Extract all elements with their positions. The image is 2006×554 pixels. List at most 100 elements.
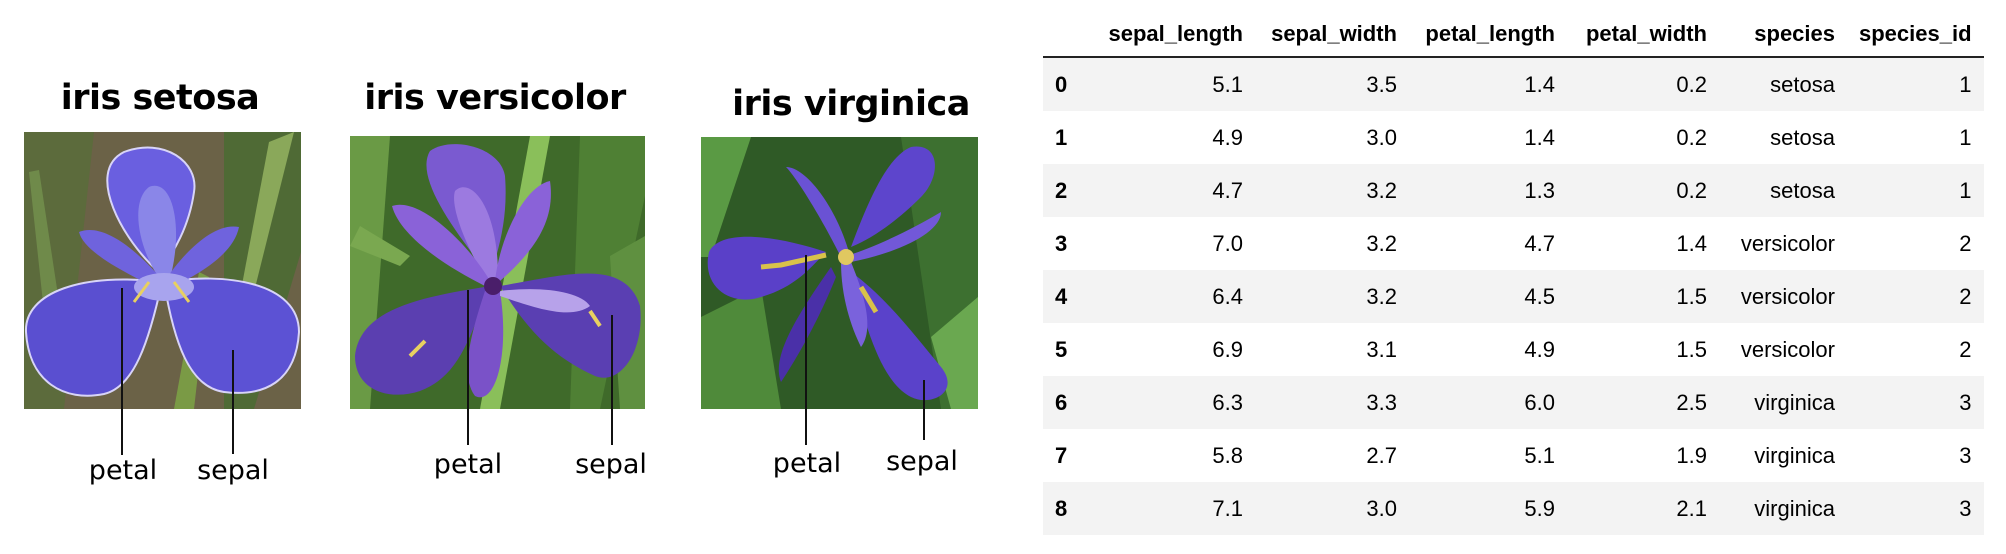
cell-sepal-width: 3.0 [1366,124,1397,150]
cell-species: setosa [1770,124,1835,150]
flower-title-setosa: iris setosa [60,78,260,118]
cell-petal-width: 1.9 [1676,442,1707,468]
row-index: 5 [1055,336,1068,362]
cell-petal-length: 4.7 [1524,230,1555,256]
sepal-callout-line [923,380,925,440]
row-index: 8 [1055,495,1068,521]
cell-petal-length: 5.9 [1524,495,1555,521]
cell-species: virginica [1754,389,1835,415]
cell-sepal-length: 6.4 [1212,283,1243,309]
column-header[interactable]: species_id [1847,12,1984,58]
table-row: 0 5.1 3.5 1.4 0.2 setosa 1 [1043,57,1984,111]
column-header[interactable]: petal_width [1567,12,1719,58]
cell-species: virginica [1754,495,1835,521]
table-body: 0 5.1 3.5 1.4 0.2 setosa 1 1 4.9 3.0 1.4 0.2 setosa 1… [1043,57,1984,535]
cell-sepal-length: 6.3 [1212,389,1243,415]
iris-virginica-photo [701,137,978,409]
cell-sepal-width: 3.3 [1366,389,1397,415]
cell-petal-length: 4.5 [1524,283,1555,309]
cell-petal-width: 2.1 [1676,495,1707,521]
petal-label: petal [772,448,842,479]
cell-species-id: 3 [1959,389,1972,415]
cell-species-id: 1 [1959,177,1972,203]
table-row: 7 5.8 2.7 5.1 1.9 virginica 3 [1043,429,1984,482]
column-header[interactable]: sepal_width [1255,12,1409,58]
row-index: 6 [1055,389,1068,415]
column-header[interactable]: petal_length [1409,12,1567,58]
petal-callout-line [121,288,123,455]
petal-label: petal [433,449,503,480]
cell-species-id: 2 [1959,336,1972,362]
row-index: 7 [1055,442,1068,468]
cell-species: virginica [1754,442,1835,468]
cell-sepal-length: 4.7 [1212,177,1243,203]
cell-species-id: 3 [1959,442,1972,468]
cell-petal-length: 6.0 [1524,389,1555,415]
table-row: 8 7.1 3.0 5.9 2.1 virginica 3 [1043,482,1984,535]
cell-petal-width: 1.5 [1676,336,1707,362]
row-index: 0 [1055,71,1068,97]
flower-title-virginica: iris virginica [732,84,970,124]
iris-data-table: sepal_length sepal_width petal_length pe… [1043,12,1984,535]
index-column-header [1043,12,1093,58]
cell-species-id: 1 [1959,71,1972,97]
column-header[interactable]: sepal_length [1093,12,1255,58]
sepal-callout-line [232,350,234,454]
cell-petal-width: 0.2 [1676,177,1707,203]
cell-species: versicolor [1740,336,1835,362]
column-header[interactable]: species [1719,12,1847,58]
flower-title-versicolor: iris versicolor [364,78,626,118]
row-index: 3 [1055,230,1068,256]
cell-petal-width: 2.5 [1676,389,1707,415]
cell-petal-length: 1.4 [1524,71,1555,97]
row-index: 2 [1055,177,1068,203]
table-row: 3 7.0 3.2 4.7 1.4 versicolor 2 [1043,217,1984,270]
iris-setosa-photo [24,132,301,409]
cell-sepal-length: 7.0 [1212,230,1243,256]
flower-panel-virginica: iris virginica petal sepal [690,0,1010,554]
cell-species: versicolor [1740,283,1835,309]
sepal-label: sepal [886,446,958,477]
cell-sepal-width: 3.2 [1366,230,1397,256]
cell-sepal-width: 3.2 [1366,283,1397,309]
cell-sepal-length: 5.8 [1212,442,1243,468]
table-row: 6 6.3 3.3 6.0 2.5 virginica 3 [1043,376,1984,429]
cell-sepal-width: 2.7 [1366,442,1397,468]
flower-panel-versicolor: iris versicolor petal sepal [340,0,670,554]
sepal-label: sepal [575,449,647,480]
cell-species-id: 2 [1959,230,1972,256]
cell-sepal-length: 7.1 [1212,495,1243,521]
petal-callout-line [805,255,807,445]
cell-sepal-length: 5.1 [1212,71,1243,97]
cell-species-id: 1 [1959,124,1972,150]
cell-sepal-width: 3.5 [1366,71,1397,97]
petal-label: petal [88,455,158,486]
petal-callout-line [467,290,469,445]
cell-petal-length: 5.1 [1524,442,1555,468]
cell-species-id: 3 [1959,495,1972,521]
cell-sepal-length: 6.9 [1212,336,1243,362]
cell-petal-length: 4.9 [1524,336,1555,362]
cell-petal-width: 1.4 [1676,230,1707,256]
table-header-row: sepal_length sepal_width petal_length pe… [1043,12,1984,58]
cell-sepal-width: 3.1 [1366,336,1397,362]
table-row: 5 6.9 3.1 4.9 1.5 versicolor 2 [1043,323,1984,376]
flower-panel-setosa: iris setosa petal sepal [0,0,320,554]
row-index: 4 [1055,283,1068,309]
cell-sepal-length: 4.9 [1212,124,1243,150]
cell-species: versicolor [1740,230,1835,256]
cell-petal-length: 1.3 [1524,177,1555,203]
table-row: 1 4.9 3.0 1.4 0.2 setosa 1 [1043,111,1984,164]
sepal-label: sepal [197,455,269,486]
cell-sepal-width: 3.0 [1366,495,1397,521]
row-index: 1 [1055,124,1068,150]
cell-petal-width: 0.2 [1676,124,1707,150]
cell-species-id: 2 [1959,283,1972,309]
cell-petal-width: 0.2 [1676,71,1707,97]
cell-species: setosa [1770,177,1835,203]
table-row: 4 6.4 3.2 4.5 1.5 versicolor 2 [1043,270,1984,323]
sepal-callout-line [611,315,613,445]
cell-sepal-width: 3.2 [1366,177,1397,203]
cell-petal-length: 1.4 [1524,124,1555,150]
cell-petal-width: 1.5 [1676,283,1707,309]
